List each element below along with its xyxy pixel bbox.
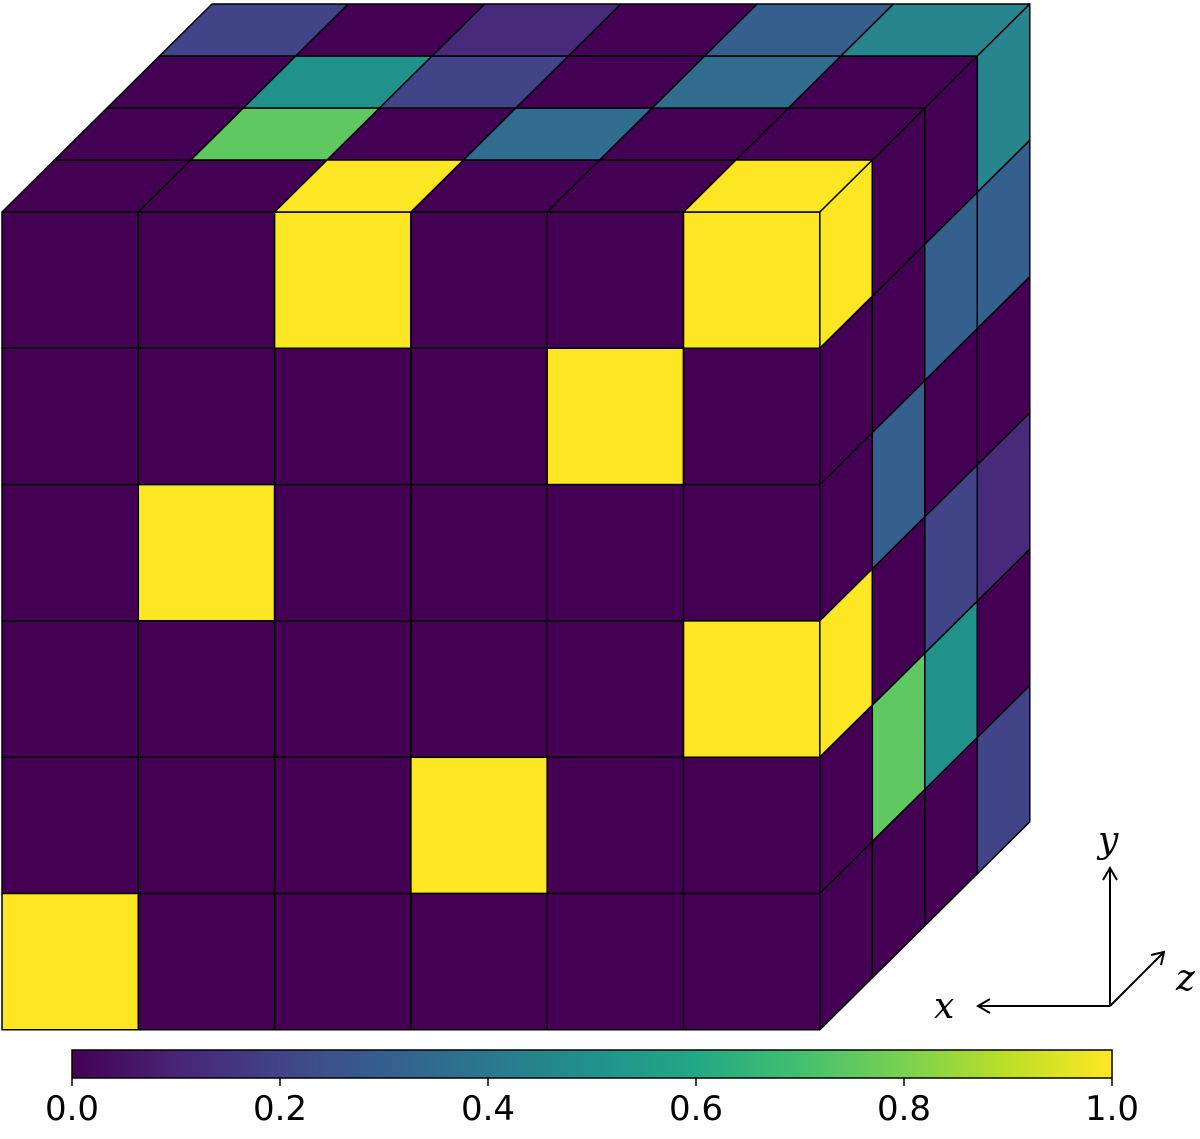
front-voxel-cell	[546, 211, 685, 350]
front-voxel-cell	[273, 211, 412, 350]
cube-front-face	[1, 211, 821, 1031]
front-voxel-cell	[546, 892, 685, 1031]
y-axis-label: y	[1096, 820, 1119, 861]
top-voxel-highlight	[273, 159, 465, 213]
front-voxel-cell	[1, 892, 140, 1031]
front-voxel-cell	[410, 483, 548, 622]
front-extrusions	[273, 159, 874, 213]
front-voxel-cell	[137, 211, 276, 350]
front-voxel-cell	[682, 347, 821, 486]
front-voxel-cell	[273, 892, 412, 1031]
front-voxel-cell	[137, 892, 276, 1031]
colorbar-tick-label: 0.8	[877, 1089, 931, 1129]
z-axis-label: z	[1175, 958, 1196, 999]
colorbar-gradient	[71, 1049, 1113, 1079]
front-voxel-cell	[546, 347, 685, 486]
front-voxel-cell	[410, 347, 548, 486]
front-voxel-cell	[682, 483, 821, 622]
colorbar-ticks: 0.0 0.2 0.4 0.6 0.8 1.0	[45, 1078, 1139, 1129]
colorbar-tick-label: 0.2	[253, 1089, 307, 1129]
front-voxel-cell	[682, 620, 821, 758]
colorbar-tick-label: 0.4	[461, 1089, 515, 1129]
front-voxel-cell	[546, 483, 685, 622]
front-voxel-cell	[137, 620, 276, 758]
front-voxel-cell	[137, 756, 276, 895]
x-axis-arrowhead	[976, 998, 991, 1014]
front-voxel-cell	[682, 211, 821, 350]
front-voxel-cell	[273, 347, 412, 486]
front-voxel-cell	[682, 756, 821, 895]
colorbar-tick-label: 0.6	[669, 1089, 723, 1129]
front-voxel-cell	[1, 211, 140, 350]
front-voxel-cell	[1, 620, 140, 758]
cube-right-face	[819, 3, 1031, 1031]
top-voxel-highlight	[682, 159, 874, 213]
colorbar-tick-label: 0.0	[45, 1089, 99, 1129]
front-voxel-cell	[410, 620, 548, 758]
z-axis-arrowhead	[1150, 950, 1166, 966]
front-voxel-cell	[546, 620, 685, 758]
front-voxel-cell	[682, 892, 821, 1031]
front-voxel-cell	[546, 756, 685, 895]
front-voxel-cell	[273, 483, 412, 622]
front-voxel-cell	[410, 892, 548, 1031]
z-axis-arrow	[1109, 951, 1165, 1007]
front-voxel-cell	[273, 756, 412, 895]
front-voxel-cell	[137, 347, 276, 486]
colorbar: 0.0 0.2 0.4 0.6 0.8 1.0	[45, 1049, 1139, 1129]
front-voxel-cell	[137, 483, 276, 622]
colorbar-tick-label: 1.0	[1085, 1089, 1139, 1129]
front-voxel-cell	[410, 756, 548, 895]
side-voxel-cell	[976, 684, 1031, 875]
front-voxel-cell	[1, 347, 140, 486]
front-voxel-cell	[273, 620, 412, 758]
x-axis-label: x	[934, 986, 954, 1027]
front-voxel-cell	[1, 756, 140, 895]
axes-indicator: y x z	[934, 820, 1196, 1027]
front-voxel-cell	[410, 211, 548, 350]
front-voxel-cell	[1, 483, 140, 622]
y-axis-arrowhead	[1102, 866, 1118, 881]
